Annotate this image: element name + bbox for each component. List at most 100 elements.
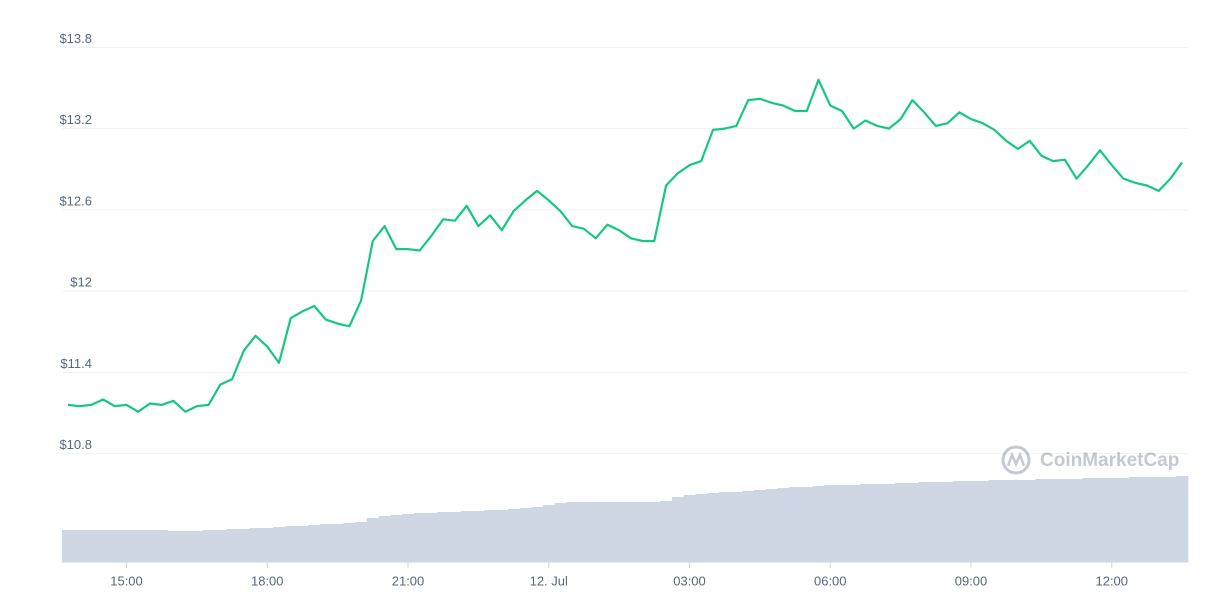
volume-bar [1070, 479, 1083, 562]
volume-bar [1117, 478, 1130, 562]
volume-bar [824, 485, 837, 562]
volume-bar [883, 484, 896, 562]
volume-bar [202, 530, 215, 562]
volume-bar [636, 502, 649, 562]
volume-bar [120, 530, 133, 562]
x-tick-label: 18:00 [251, 573, 284, 588]
volume-bar [800, 487, 813, 562]
volume-bar [929, 482, 942, 562]
volume-bar [273, 527, 286, 562]
volume-bar [1129, 477, 1142, 562]
volume-bar [495, 510, 509, 562]
watermark-logo [1001, 445, 1031, 475]
volume-bar [812, 486, 825, 562]
volume-bar [108, 530, 121, 562]
volume-bar [847, 485, 860, 562]
x-tick-label: 06:00 [814, 573, 847, 588]
volume-bar [625, 502, 638, 562]
volume-bar [1094, 478, 1107, 562]
volume-bar [320, 524, 333, 562]
volume-bar [765, 489, 778, 562]
volume-bar [1152, 477, 1165, 562]
volume-bar [683, 495, 696, 562]
volume-bar [132, 530, 145, 562]
volume-bar [695, 494, 708, 562]
volume-bar [730, 492, 743, 562]
volume-bar [425, 513, 438, 562]
volume-bar [953, 481, 966, 562]
volume-bar [894, 483, 907, 562]
y-tick-label: $13.8 [59, 31, 92, 46]
volume-bar [707, 493, 720, 562]
watermark: CoinMarketCap [1001, 445, 1179, 475]
volume-bar [144, 530, 157, 562]
volume-bar [660, 501, 673, 562]
volume-bar [167, 531, 180, 562]
volume-bar [437, 512, 450, 562]
volume-bar [331, 524, 344, 562]
volume-bar [343, 523, 356, 562]
volume-bar [507, 509, 520, 562]
volume-bar [601, 502, 614, 562]
volume-bar [589, 502, 602, 562]
volume-bar [742, 491, 755, 562]
watermark-logo-m [1006, 451, 1026, 468]
volume-bar [249, 528, 262, 562]
volume-bar [1105, 478, 1118, 562]
volume-bar [542, 505, 555, 562]
volume-bar [237, 529, 250, 562]
volume-bar [1141, 477, 1154, 562]
volume-bar [1176, 476, 1189, 562]
y-tick-label: $12.6 [59, 193, 92, 208]
volume-bar [1082, 478, 1095, 562]
y-tick-label: $11.4 [60, 356, 92, 371]
volume-bar [402, 514, 415, 562]
volume-bar [648, 502, 661, 562]
volume-bar [906, 483, 919, 562]
volume-bar [754, 490, 767, 562]
volume-bar [62, 530, 75, 562]
volume-bar [941, 482, 954, 562]
volume-bar [777, 488, 790, 562]
volume-bar [261, 528, 274, 562]
volume-bar [976, 481, 989, 562]
volume-bar [671, 497, 684, 562]
volume-bar [460, 511, 473, 562]
price-line [67, 78, 1183, 413]
volume-bar [871, 484, 884, 562]
volume-bar [413, 513, 426, 562]
volume-bar [718, 492, 731, 562]
volume-bar [191, 531, 204, 562]
volume-bar [1035, 479, 1048, 562]
volume-bar [1023, 480, 1036, 562]
volume-bar [73, 530, 86, 562]
volume-bar [296, 526, 309, 562]
volume-bar [308, 525, 321, 562]
volume-bar [284, 526, 297, 562]
volume-bar [214, 530, 227, 562]
x-tick-label: 12:00 [1095, 573, 1128, 588]
x-tick-label: 15:00 [110, 573, 143, 588]
volume-bar [988, 480, 1001, 562]
volume-bar [566, 502, 579, 562]
volume-bar [97, 530, 110, 562]
watermark-text: CoinMarketCap [1040, 450, 1179, 471]
volume-bar [613, 502, 626, 562]
volume-bar [578, 502, 591, 562]
volume-bar [378, 516, 391, 562]
volume-bar [918, 482, 931, 562]
volume-bar [519, 508, 532, 562]
volume-bar [1012, 480, 1025, 562]
volume-bar [836, 485, 849, 562]
volume-bar [1058, 479, 1072, 562]
x-tick-label: 03:00 [673, 573, 706, 588]
volume-bar [1164, 477, 1177, 562]
volume-bar [859, 484, 872, 562]
y-tick-label: $12 [70, 275, 92, 290]
volume-bar [531, 507, 544, 562]
volume-bar [789, 487, 802, 562]
volume-bar [179, 531, 192, 562]
volume-bar [355, 522, 368, 562]
